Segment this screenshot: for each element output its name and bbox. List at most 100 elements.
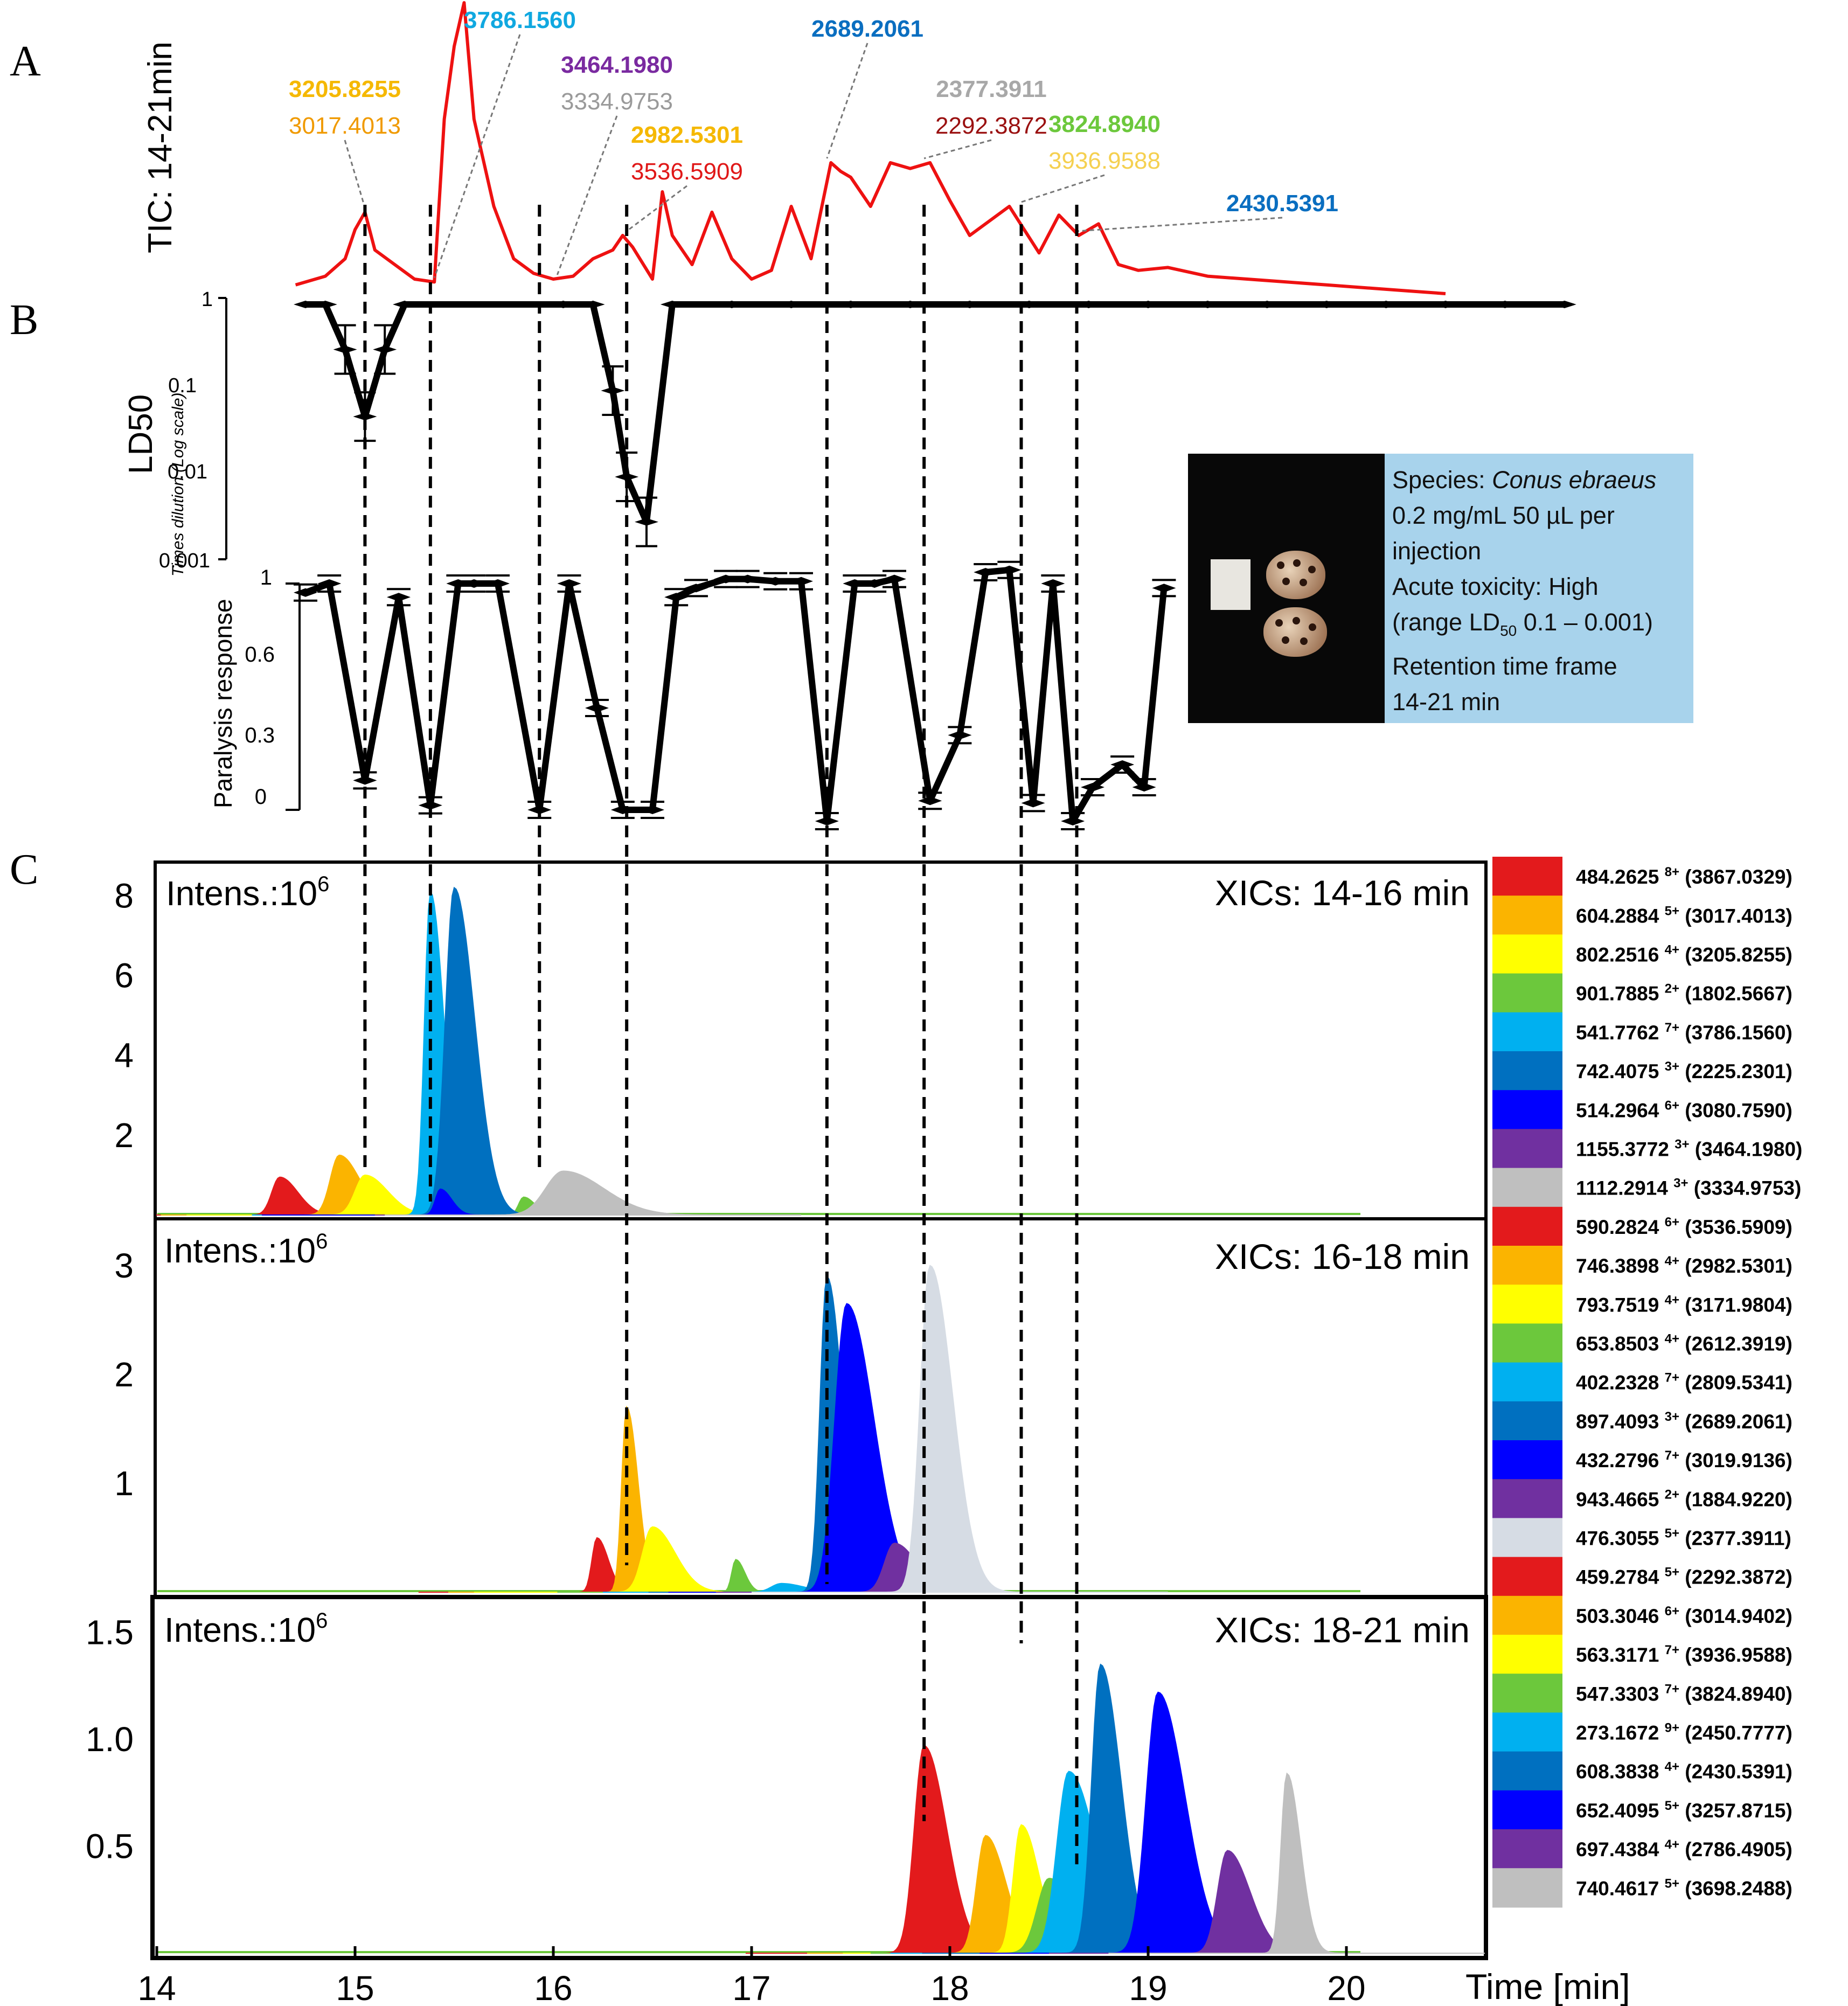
ld50-point: [551, 301, 575, 308]
legend-label: 802.2516 4+ (3205.8255): [1576, 943, 1793, 966]
time-tick-label: 16: [534, 1969, 572, 2006]
tic-annotation-label: 3936.9588: [1048, 148, 1161, 174]
legend-label: 1155.3772 3+ (3464.1980): [1576, 1137, 1802, 1161]
paralysis-point: [446, 579, 470, 588]
tic-annotation-label: 3536.5909: [631, 158, 743, 185]
xic-panel-1: Intens.:106 XICs: 14-16 min 2 4 6 8: [114, 860, 1488, 1220]
tic-chart: [295, 1, 1446, 295]
ld50-point: [839, 301, 863, 308]
time-tick-label: 18: [930, 1969, 969, 2006]
ld50-ylabel: LD50: [122, 394, 159, 474]
paralysis-tick-06: 0.6: [245, 643, 275, 667]
species-info-text: Species: Conus ebraeus 0.2 mg/mL 50 µL p…: [1385, 454, 1693, 723]
tic-annotation-label: 3205.8255: [289, 76, 401, 102]
tic-annotation-label: 2430.5391: [1226, 190, 1338, 217]
panel-letter-c: C: [10, 846, 38, 893]
ld50-point: [1196, 301, 1220, 308]
legend-label: 1112.2914 3+ (3334.9753): [1576, 1176, 1801, 1199]
legend-swatch: [1492, 1479, 1562, 1519]
legend-label: 476.3055 5+ (2377.3911): [1576, 1526, 1791, 1550]
tic-annotation-leader: [626, 185, 687, 232]
xic1-title: XICs: 14-16 min: [1215, 873, 1470, 913]
legend-swatch: [1492, 1362, 1562, 1402]
tic-annotation-leader: [433, 34, 521, 278]
ld50-point: [660, 301, 684, 308]
paralysis-point: [353, 776, 377, 785]
ld50-point: [581, 301, 605, 308]
paralysis-point: [418, 801, 442, 810]
xic-ytick-label: 0.5: [86, 1827, 134, 1866]
dose-line: 0.2 mg/mL 50 µL per: [1392, 502, 1615, 529]
ld50-point: [393, 301, 416, 308]
specimen-label: [1211, 559, 1250, 610]
ld50-point: [720, 301, 744, 308]
legend-swatch: [1492, 1440, 1562, 1480]
paralysis-point: [485, 579, 510, 588]
ld50-point: [1315, 301, 1339, 308]
ld50-point: [294, 301, 317, 308]
legend-swatch: [1492, 1751, 1562, 1791]
time-tick-label: 17: [732, 1969, 770, 2006]
legend-label: 590.2824 6+ (3536.5909): [1576, 1215, 1793, 1238]
tic-annotation-label: 3017.4013: [289, 113, 401, 139]
xic3-title: XICs: 18-21 min: [1215, 1610, 1470, 1650]
paralysis-point: [918, 796, 942, 806]
toxicity-line: Acute toxicity: High: [1392, 573, 1599, 600]
xic-ytick-label: 2: [114, 1116, 134, 1155]
species-info-box: Species: Conus ebraeus 0.2 mg/mL 50 µL p…: [1188, 454, 1693, 723]
legend-swatch: [1492, 1518, 1562, 1558]
legend-swatch: [1492, 1595, 1562, 1635]
tic-annotation-label: 2377.3911: [936, 76, 1047, 102]
ld50-point: [779, 301, 803, 308]
tic-annotation-label: 3824.8940: [1048, 111, 1161, 137]
tic-annotation-leader: [1021, 174, 1105, 203]
tic-annotation-leader: [826, 43, 869, 159]
xic-ytick-label: 8: [114, 876, 134, 915]
tic-annotation-leader: [1076, 217, 1283, 232]
legend-swatch: [1492, 1868, 1562, 1908]
paralysis-trace: [304, 566, 1168, 824]
tic-annotation-label: 3464.1980: [561, 52, 673, 78]
paralysis-point: [735, 574, 760, 584]
tic-annotation-label: 3334.9753: [561, 88, 673, 115]
legend-label: 514.2964 6+ (3080.7590): [1576, 1098, 1793, 1121]
xic-ytick-label: 1.0: [86, 1720, 134, 1759]
legend-swatch: [1492, 896, 1562, 935]
legend-swatch: [1492, 1051, 1562, 1091]
tic-annotation-leader: [556, 115, 618, 275]
xic-panel-3: Intens.:106 XICs: 18-21 min 0.5 1.0 1.5: [86, 1595, 1488, 1960]
tic-annotation-label: 3786.1560: [464, 7, 576, 33]
ld50-tick-001: 0.01: [168, 461, 207, 483]
paralysis-point: [641, 806, 664, 814]
legend-label: 432.2796 7+ (3019.9136): [1576, 1448, 1793, 1471]
paralysis-point: [843, 579, 867, 588]
xic-ytick-label: 4: [114, 1036, 134, 1075]
time-tick-label: 14: [137, 1969, 176, 2006]
legend-swatch: [1492, 1829, 1562, 1869]
legend-swatch: [1492, 1557, 1562, 1597]
time-tick-label: 19: [1129, 1969, 1167, 2006]
legend-swatch: [1492, 1790, 1562, 1830]
paralysis-point: [815, 817, 839, 825]
ld50-point: [898, 301, 922, 308]
paralysis-tick-03: 0.3: [245, 724, 275, 747]
species-name: Conus ebraeus: [1492, 466, 1657, 494]
legend-label: 503.3046 6+ (3014.9402): [1576, 1604, 1793, 1627]
legend-label: 604.2884 5+ (3017.4013): [1576, 904, 1793, 927]
xic-peak: [752, 1265, 1168, 1593]
paralysis-point: [317, 579, 342, 588]
paralysis-point: [1080, 783, 1104, 792]
ld50-point: [1552, 301, 1576, 308]
paralysis-tick-1: 1: [260, 566, 272, 589]
legend-swatch: [1492, 857, 1562, 897]
shell-photo: [1188, 454, 1385, 723]
legend-label: 547.3303 7+ (3824.8940): [1576, 1682, 1793, 1705]
xic-ytick-label: 6: [114, 956, 134, 995]
ld50-range-line: (range LD50 0.1 – 0.001): [1392, 608, 1653, 639]
legend-swatch: [1492, 1129, 1562, 1169]
ld50-point: [957, 301, 982, 308]
paralysis-axis: 1 0.6 0.3 0: [245, 566, 301, 811]
legend-swatch: [1492, 1712, 1562, 1752]
legend-swatch: [1492, 1674, 1562, 1713]
xic-legend: 484.2625 8+ (3867.0329) 604.2884 5+ (3017…: [1492, 857, 1802, 1908]
